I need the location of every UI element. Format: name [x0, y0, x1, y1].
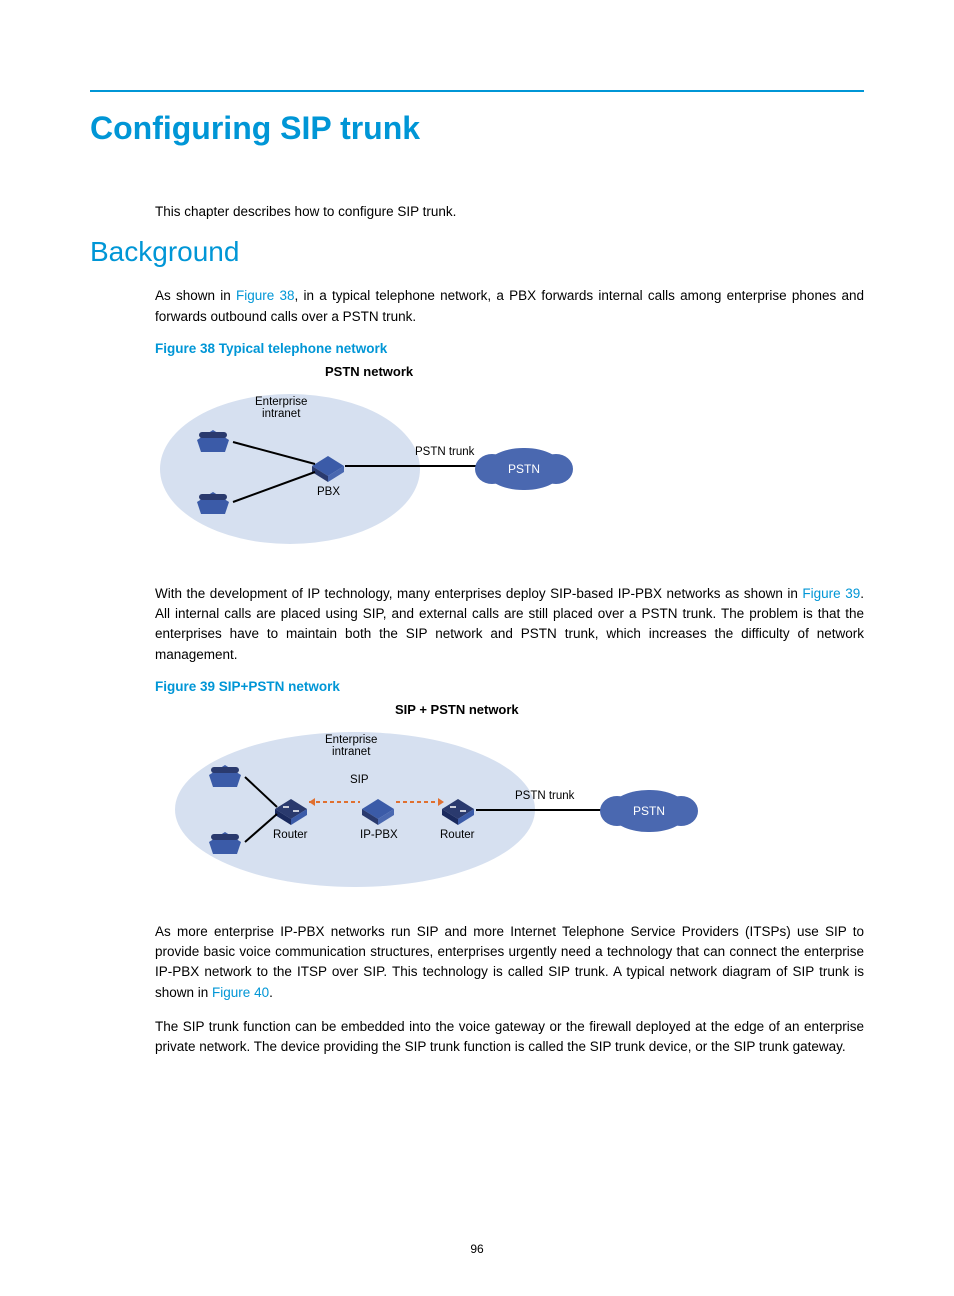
figure-38: PSTN network Enterprise intranet PBX PST…	[155, 364, 864, 554]
fig39-pstn-trunk-label: PSTN trunk	[515, 790, 574, 802]
top-rule	[90, 90, 864, 92]
para3-text-b: .	[269, 985, 273, 1000]
fig39-lines	[155, 702, 864, 892]
paragraph-2: With the development of IP technology, m…	[155, 584, 864, 665]
section-background-title: Background	[90, 236, 864, 268]
pstn-cloud-icon: PSTN	[610, 790, 688, 832]
fig39-pstn-label: PSTN	[633, 804, 665, 818]
figure-38-title: Figure 38 Typical telephone network	[155, 341, 864, 356]
paragraph-1: As shown in Figure 38, in a typical tele…	[155, 286, 864, 327]
link-figure-39[interactable]: Figure 39	[802, 586, 860, 601]
paragraph-3: As more enterprise IP-PBX networks run S…	[155, 922, 864, 1003]
page-title: Configuring SIP trunk	[90, 110, 864, 147]
para2-text-a: With the development of IP technology, m…	[155, 586, 802, 601]
figure-39: SIP + PSTN network Enterprise intranet R…	[155, 702, 864, 892]
fig39-sip-label: SIP	[350, 774, 369, 786]
paragraph-4: The SIP trunk function can be embedded i…	[155, 1017, 864, 1058]
link-figure-38[interactable]: Figure 38	[236, 288, 295, 303]
figure-39-title: Figure 39 SIP+PSTN network	[155, 679, 864, 694]
link-figure-40[interactable]: Figure 40	[212, 985, 269, 1000]
fig38-pstn-label: PSTN	[508, 462, 540, 476]
fig38-pstn-trunk-label: PSTN trunk	[415, 446, 474, 458]
intro-paragraph: This chapter describes how to configure …	[155, 202, 864, 222]
para1-text-a: As shown in	[155, 288, 236, 303]
pstn-cloud-icon: PSTN	[485, 448, 563, 490]
page-number: 96	[0, 1242, 954, 1256]
